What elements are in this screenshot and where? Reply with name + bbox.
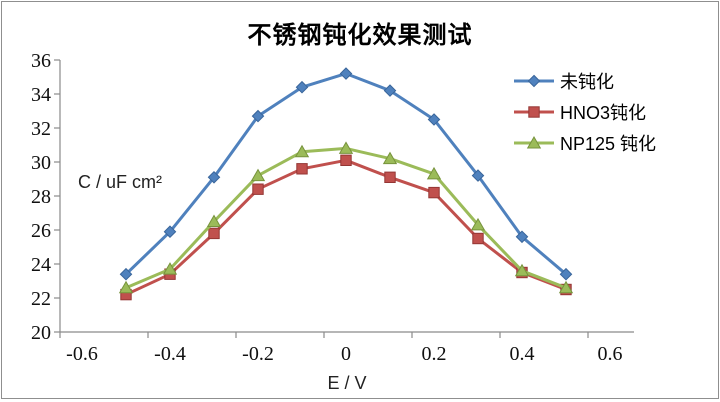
marker-triangle-icon — [426, 166, 442, 180]
y-tick-label: 32 — [31, 118, 51, 140]
x-tick-label: 0.4 — [510, 343, 535, 365]
marker-diamond-icon — [207, 170, 221, 184]
y-tick-label: 34 — [31, 84, 51, 106]
marker-triangle-icon — [558, 280, 574, 294]
legend-label: HNO3钝化 — [560, 102, 647, 123]
legend: 未钝化 HNO3钝化 NP125 钝化 — [513, 65, 656, 158]
marker-triangle-icon — [526, 135, 542, 148]
marker-triangle-icon — [118, 280, 134, 294]
marker-diamond-icon — [295, 80, 309, 94]
series-line — [124, 158, 568, 297]
marker-triangle-icon — [294, 144, 310, 158]
chart-title: 不锈钢钝化效果测试 — [247, 22, 473, 49]
legend-item-hno3: HNO3钝化 — [513, 96, 656, 127]
marker-diamond-icon — [527, 74, 541, 87]
marker-diamond-icon — [383, 84, 397, 97]
x-axis-label: E / V — [327, 373, 367, 393]
y-tick-label: 26 — [31, 220, 51, 242]
y-tick-label: 22 — [31, 288, 51, 310]
y-tick-label: 28 — [31, 186, 51, 208]
series-2 — [118, 141, 574, 294]
marker-square-icon — [428, 186, 440, 199]
marker-triangle-icon — [250, 168, 266, 182]
marker-diamond-icon — [427, 113, 441, 126]
legend-marker-diamond-icon — [514, 74, 554, 87]
legend-item-unpassivated: 未钝化 — [513, 65, 656, 96]
series-line — [124, 146, 568, 290]
y-tick-label: 20 — [31, 322, 51, 344]
marker-square-icon — [472, 232, 484, 245]
marker-diamond-icon — [119, 267, 133, 281]
marker-square-icon — [252, 183, 264, 195]
y-tick-label: 30 — [31, 152, 51, 174]
x-tick-label: 0.6 — [598, 343, 623, 365]
marker-triangle-icon — [514, 263, 530, 277]
marker-square-icon — [528, 105, 540, 118]
series-1 — [120, 154, 572, 301]
legend-label: 未钝化 — [560, 71, 614, 92]
marker-diamond-icon — [471, 169, 485, 182]
marker-diamond-icon — [163, 225, 177, 239]
marker-triangle-icon — [162, 262, 178, 275]
marker-square-icon — [384, 171, 396, 184]
y-axis-label: C / uF cm² — [78, 172, 162, 192]
marker-diamond-icon — [251, 109, 265, 123]
legend-label: NP125 钝化 — [560, 133, 657, 154]
legend-marker-triangle-icon — [514, 135, 554, 148]
marker-diamond-icon — [515, 230, 529, 244]
marker-square-icon — [340, 154, 352, 167]
marker-square-icon — [208, 227, 220, 240]
y-tick-label: 36 — [31, 50, 51, 72]
marker-square-icon — [296, 163, 308, 175]
marker-triangle-icon — [470, 217, 486, 231]
y-tick-label: 24 — [31, 254, 51, 276]
x-tick-label: 0 — [341, 343, 351, 365]
marker-triangle-icon — [206, 214, 222, 227]
marker-triangle-icon — [382, 151, 398, 165]
marker-triangle-icon — [338, 141, 354, 154]
x-tick-label: -0.6 — [66, 343, 98, 365]
marker-diamond-icon — [339, 67, 353, 80]
marker-diamond-icon — [559, 267, 573, 281]
x-tick-label: 0.2 — [422, 343, 447, 365]
legend-item-np125: NP125 钝化 — [513, 127, 656, 158]
series-0 — [119, 67, 573, 281]
x-tick-label: -0.2 — [242, 343, 274, 365]
x-tick-label: -0.4 — [154, 343, 186, 365]
legend-marker-square-icon — [514, 105, 554, 118]
